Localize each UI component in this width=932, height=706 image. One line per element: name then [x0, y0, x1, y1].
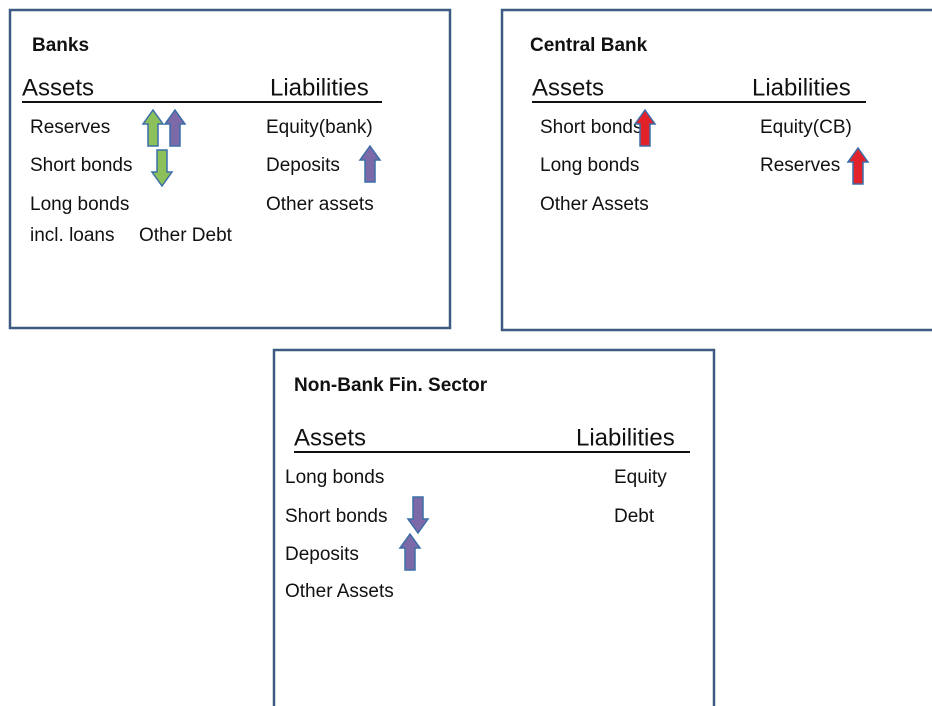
- liabilities-header: Liabilities: [576, 424, 675, 451]
- central-bank-box: [500, 8, 932, 332]
- liability-item: Other Debt: [139, 225, 233, 246]
- asset-item: Short bonds: [540, 117, 642, 138]
- arrow-up: [142, 109, 164, 147]
- asset-item: Other Assets: [285, 581, 394, 602]
- arrow-up: [399, 533, 421, 571]
- box-title: Banks: [32, 35, 89, 56]
- non-bank-box: [272, 348, 716, 706]
- asset-item: Short bonds: [285, 506, 387, 527]
- box-title: Non-Bank Fin. Sector: [294, 375, 488, 396]
- liability-item: Equity: [614, 467, 667, 488]
- banks-box: [8, 8, 452, 330]
- assets-header: Assets: [532, 74, 604, 101]
- liability-item: Deposits: [266, 155, 340, 176]
- asset-item: Short bonds: [30, 155, 132, 176]
- liabilities-header: Liabilities: [752, 74, 851, 101]
- liabilities-header: Liabilities: [270, 74, 369, 101]
- arrow-down: [151, 149, 173, 187]
- assets-header: Assets: [22, 74, 94, 101]
- asset-item: Deposits: [285, 544, 359, 565]
- asset-item: Other Assets: [540, 194, 649, 215]
- liability-item: Equity(bank): [266, 117, 373, 138]
- liability-item: Reserves: [760, 155, 840, 176]
- asset-item: Long bonds: [540, 155, 639, 176]
- arrow-up: [164, 109, 186, 147]
- liability-item: Equity(CB): [760, 117, 852, 138]
- arrow-up: [359, 145, 381, 183]
- arrow-down: [407, 496, 429, 534]
- liability-item: Debt: [614, 506, 655, 527]
- asset-item: Long bonds: [30, 194, 129, 215]
- box-title: Central Bank: [530, 35, 648, 56]
- asset-item: Reserves: [30, 117, 110, 138]
- asset-item: incl. loans: [30, 225, 115, 246]
- asset-item: Long bonds: [285, 467, 384, 488]
- assets-header: Assets: [294, 424, 366, 451]
- arrow-up: [847, 147, 869, 185]
- liability-item: Other assets: [266, 194, 374, 215]
